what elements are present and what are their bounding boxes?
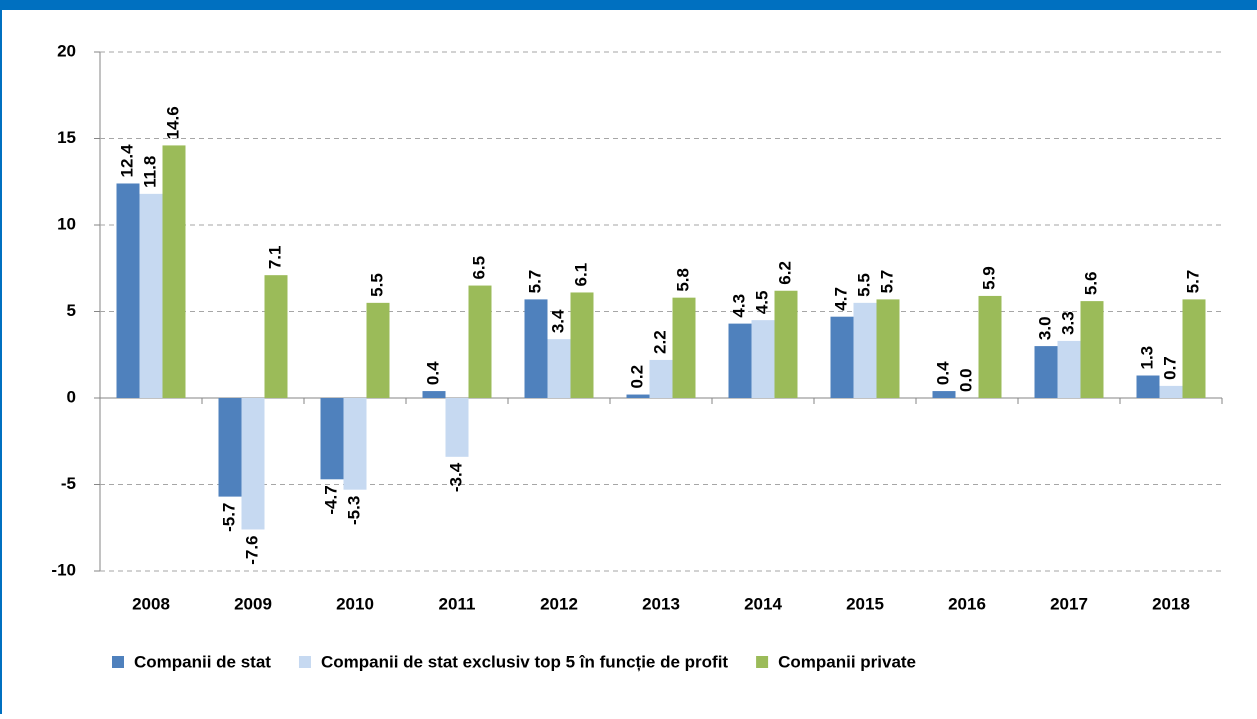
bar — [264, 275, 288, 398]
bar — [1080, 301, 1104, 398]
value-label: 5.9 — [979, 266, 998, 290]
y-tick-label: 15 — [57, 128, 76, 147]
value-label: 0.0 — [956, 368, 975, 392]
bar — [116, 183, 140, 398]
x-tick-label: 2017 — [1050, 594, 1088, 613]
bar — [218, 398, 242, 497]
value-label: 5.7 — [877, 270, 896, 294]
value-label: -4.7 — [321, 485, 340, 514]
value-label: 6.1 — [571, 263, 590, 287]
bar — [774, 290, 798, 398]
bar — [468, 285, 492, 398]
x-tick-label: 2011 — [439, 594, 476, 613]
x-tick-label: 2010 — [336, 594, 374, 613]
value-label: 0.2 — [627, 365, 646, 389]
bar — [570, 292, 594, 398]
bar — [139, 193, 163, 398]
bar — [422, 391, 446, 398]
top-border — [0, 0, 1257, 10]
value-label: 5.7 — [525, 270, 544, 294]
value-label: 14.6 — [163, 106, 182, 139]
bar — [1182, 299, 1206, 398]
y-tick-label: -5 — [61, 474, 76, 493]
bar — [320, 398, 344, 480]
value-label: 6.2 — [775, 261, 794, 285]
value-label: -3.4 — [446, 462, 465, 492]
y-tick-label: 10 — [57, 214, 76, 233]
x-tick-label: 2008 — [132, 594, 170, 613]
value-label: 5.5 — [367, 273, 386, 297]
x-tick-label: 2018 — [1152, 594, 1190, 613]
bar — [728, 323, 752, 398]
legend-swatch — [298, 656, 311, 668]
value-label: 0.4 — [423, 361, 442, 385]
y-tick-label: 5 — [67, 301, 76, 320]
x-tick-label: 2016 — [948, 594, 986, 613]
legend-swatch — [112, 656, 124, 668]
value-label: 7.1 — [265, 246, 284, 270]
bar — [932, 391, 956, 398]
value-label: 3.4 — [548, 309, 567, 333]
value-label: 4.7 — [831, 287, 850, 311]
bar — [445, 398, 469, 457]
legend-swatch — [756, 656, 769, 668]
value-label: 4.5 — [752, 291, 771, 315]
bar — [524, 299, 548, 398]
bar — [1136, 375, 1160, 398]
value-label: 0.4 — [933, 361, 952, 385]
bar — [162, 145, 186, 398]
bar — [672, 297, 696, 398]
x-tick-label: 2014 — [744, 594, 782, 613]
bar — [1034, 346, 1058, 398]
legend-label: Companii private — [778, 652, 916, 671]
y-tick-label: 0 — [67, 387, 76, 406]
x-tick-label: 2009 — [234, 594, 272, 613]
bar — [626, 394, 650, 398]
y-tick-label: 20 — [57, 41, 76, 60]
bar — [241, 398, 265, 530]
left-border — [0, 0, 2, 714]
bar — [853, 302, 877, 398]
value-label: 5.6 — [1081, 271, 1100, 295]
bar — [547, 339, 571, 398]
value-label: 1.3 — [1137, 346, 1156, 370]
value-label: 3.3 — [1058, 311, 1077, 335]
y-tick-label: -10 — [51, 560, 76, 579]
x-tick-label: 2013 — [642, 594, 680, 613]
bar — [1057, 340, 1081, 398]
bar — [366, 302, 390, 398]
bar — [876, 299, 900, 398]
bar — [1159, 385, 1183, 398]
value-label: -5.3 — [344, 496, 363, 525]
bar — [751, 320, 775, 398]
value-label: 5.7 — [1183, 270, 1202, 294]
bar — [649, 359, 673, 398]
bar — [978, 295, 1002, 398]
value-label: 6.5 — [469, 256, 488, 280]
value-label: 5.8 — [673, 268, 692, 292]
x-tick-label: 2012 — [540, 594, 578, 613]
value-label: -7.6 — [242, 535, 261, 564]
legend-label: Companii de stat exclusiv top 5 în funcț… — [321, 652, 728, 671]
value-label: 5.5 — [854, 273, 873, 297]
legend-label: Companii de stat — [134, 652, 271, 671]
value-label: 2.2 — [650, 330, 669, 354]
value-label: 11.8 — [140, 156, 159, 188]
x-tick-label: 2015 — [846, 594, 884, 613]
value-label: 12.4 — [117, 144, 136, 178]
bar — [343, 398, 367, 490]
value-label: 0.7 — [1160, 356, 1179, 380]
value-label: -5.7 — [219, 503, 238, 532]
bar — [830, 316, 854, 398]
value-label: 4.3 — [729, 294, 748, 318]
value-label: 3.0 — [1035, 316, 1054, 340]
